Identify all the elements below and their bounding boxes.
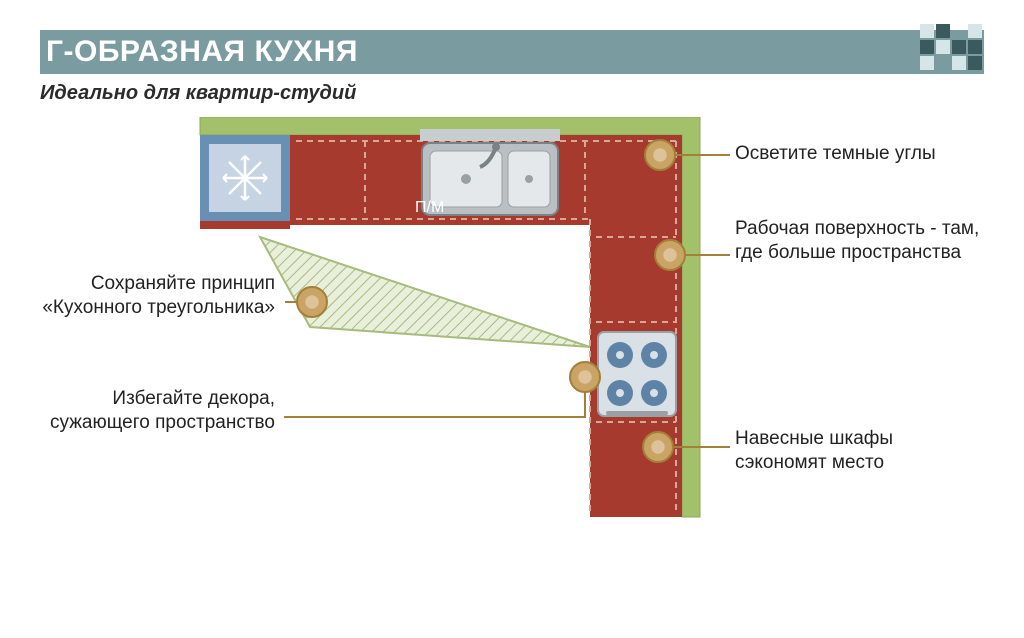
kitchen-plan: П/М bbox=[190, 117, 710, 517]
page: Г-ОБРАЗНАЯ КУХНЯ Идеально для квартир-ст… bbox=[0, 0, 1024, 638]
callout-wall-cabinets: Навесные шкафы сэкономят место bbox=[735, 427, 985, 475]
page-subtitle: Идеально для квартир-студий bbox=[40, 82, 984, 105]
header-decoration-icon bbox=[894, 24, 984, 80]
countertop-edge-icon bbox=[200, 221, 290, 229]
fridge-icon bbox=[200, 135, 290, 221]
dishwasher-label: П/М bbox=[415, 199, 444, 217]
header-bar: Г-ОБРАЗНАЯ КУХНЯ bbox=[40, 30, 984, 74]
stove-icon bbox=[598, 332, 676, 416]
diagram-area: Сохраняйте принцип «Кухонного треугольни… bbox=[40, 117, 984, 577]
callout-work-surface: Рабочая поверхность - там, где больше пр… bbox=[735, 217, 995, 265]
callout-light-corners: Осветите темные углы bbox=[735, 142, 985, 166]
page-title: Г-ОБРАЗНАЯ КУХНЯ bbox=[40, 35, 358, 69]
